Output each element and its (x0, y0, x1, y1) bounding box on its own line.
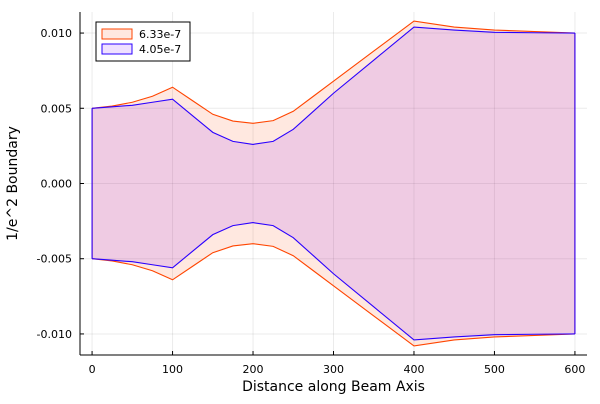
series-2-band (92, 27, 575, 340)
series-layer (91, 20, 576, 347)
series-2-upper-line (92, 26, 575, 145)
y-tick-label-4: 0.010 (41, 27, 73, 40)
x-tick-label-3: 300 (323, 363, 344, 376)
legend-label-series-2: 4.05e-7 (139, 43, 181, 56)
x-tick-label-1: 100 (162, 363, 183, 376)
series-1-band (92, 21, 575, 346)
x-tick-label-0: 0 (89, 363, 96, 376)
x-tick-label-5: 500 (484, 363, 505, 376)
legend-label-series-1: 6.33e-7 (139, 28, 181, 41)
series-2-lower-line (92, 222, 575, 341)
series-1-lower-line (92, 243, 575, 347)
legend: 6.33e-7 4.05e-7 (95, 21, 191, 62)
x-axis-label: Distance along Beam Axis (242, 379, 425, 395)
y-tick-label-1: -0.005 (37, 253, 72, 266)
y-tick-label-3: 0.005 (41, 102, 73, 115)
legend-swatch-series-1 (101, 28, 133, 40)
x-tick-label-4: 400 (403, 363, 424, 376)
x-tick-label-6: 600 (564, 363, 585, 376)
legend-swatch-series-2 (101, 43, 133, 55)
x-tick-label-2: 200 (243, 363, 264, 376)
y-axis-label: 1/e^2 Boundary (5, 126, 21, 241)
tick-layer: 0 100 200 300 400 500 600 -0.010 -0.005 0.000 0.00… (37, 27, 586, 376)
y-tick-label-0: -0.010 (37, 328, 72, 341)
y-tick-label-2: 0.000 (41, 178, 73, 191)
series-1-upper-line (92, 20, 575, 124)
